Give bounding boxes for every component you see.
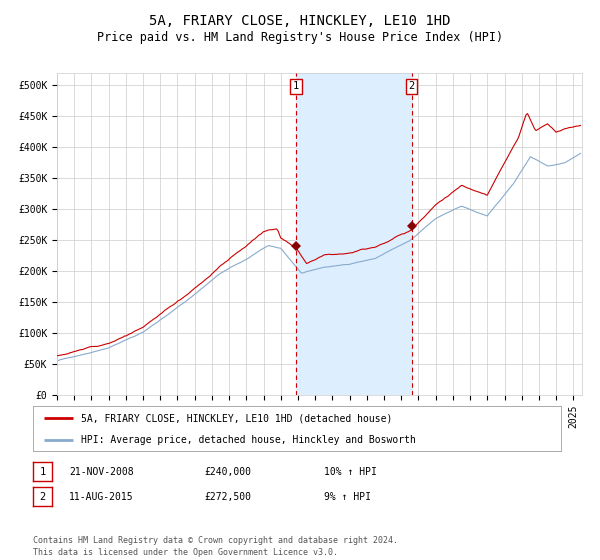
- Text: 5A, FRIARY CLOSE, HINCKLEY, LE10 1HD: 5A, FRIARY CLOSE, HINCKLEY, LE10 1HD: [149, 14, 451, 28]
- Text: 11-AUG-2015: 11-AUG-2015: [69, 492, 134, 502]
- Text: £272,500: £272,500: [204, 492, 251, 502]
- Text: 2: 2: [409, 81, 415, 91]
- Text: £240,000: £240,000: [204, 466, 251, 477]
- Text: 2: 2: [40, 492, 46, 502]
- Text: Price paid vs. HM Land Registry's House Price Index (HPI): Price paid vs. HM Land Registry's House …: [97, 31, 503, 44]
- Text: 9% ↑ HPI: 9% ↑ HPI: [324, 492, 371, 502]
- Text: Contains HM Land Registry data © Crown copyright and database right 2024.
This d: Contains HM Land Registry data © Crown c…: [33, 536, 398, 557]
- Text: HPI: Average price, detached house, Hinckley and Bosworth: HPI: Average price, detached house, Hinc…: [80, 435, 415, 445]
- Text: 1: 1: [293, 81, 299, 91]
- Text: 1: 1: [40, 466, 46, 477]
- Bar: [296, 73, 412, 395]
- Text: 21-NOV-2008: 21-NOV-2008: [69, 466, 134, 477]
- Text: 10% ↑ HPI: 10% ↑ HPI: [324, 466, 377, 477]
- Text: 5A, FRIARY CLOSE, HINCKLEY, LE10 1HD (detached house): 5A, FRIARY CLOSE, HINCKLEY, LE10 1HD (de…: [80, 413, 392, 423]
